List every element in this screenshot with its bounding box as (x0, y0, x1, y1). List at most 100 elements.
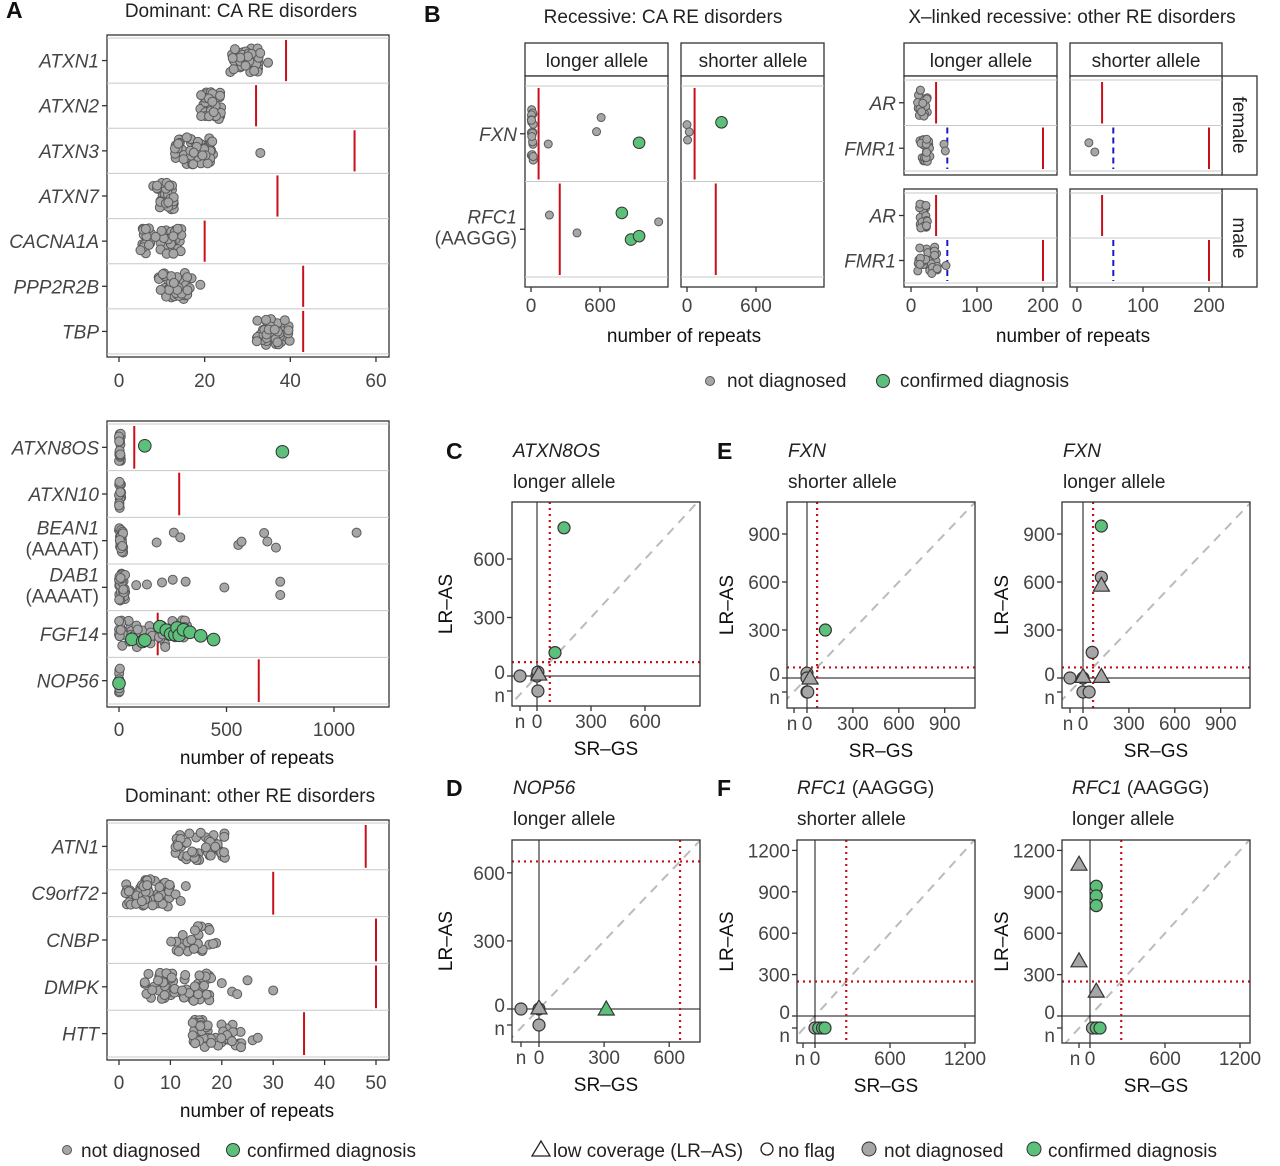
swarm-point (279, 315, 290, 326)
x-tick-label: 200 (1027, 296, 1059, 317)
x-tick-label: 20 (194, 371, 215, 392)
swarm-point (208, 107, 219, 118)
row-label: AR (869, 207, 897, 228)
swarm-point (114, 616, 125, 627)
point-not-diagnosed (195, 279, 206, 290)
y-tick-label: 900 (1023, 525, 1055, 546)
point-not-diagnosed (351, 527, 362, 538)
y-tick-label: n (769, 688, 780, 709)
y-tick-label: 300 (473, 932, 505, 953)
legend-confirmed-marker (876, 374, 890, 388)
row-label: C9orf72 (31, 884, 99, 905)
x-tick-label: 10 (160, 1073, 181, 1094)
scatter-title: NOP56 (513, 778, 576, 799)
scatter-title: RFC1 (AAGGG) (797, 778, 934, 799)
x-tick-label: 600 (883, 714, 915, 735)
swarm-point (205, 850, 216, 861)
swarm-point (204, 924, 215, 935)
legend-confirmed: confirmed diagnosis (1048, 1141, 1217, 1162)
swarm-point (140, 224, 151, 235)
x-tick-label: 300 (1113, 714, 1145, 735)
swarm-point (240, 60, 251, 71)
row-label: AR (869, 94, 897, 115)
point-not-diagnosed (1090, 147, 1100, 157)
swarm-point (155, 284, 166, 295)
swarm-point (200, 842, 211, 853)
x-tick-label: 300 (575, 712, 607, 733)
swarm-point (188, 147, 199, 158)
point-no-flag (1093, 1021, 1107, 1035)
legend-triangle-icon (530, 1139, 552, 1157)
swarm-point (227, 53, 238, 64)
point-low-coverage (1092, 575, 1111, 592)
row-label: BEAN1 (37, 519, 99, 540)
x-tick-label: 0 (802, 714, 813, 735)
point-no-flag (532, 1018, 546, 1032)
strip-label-shorter: shorter allele (699, 51, 808, 72)
swarm-point (201, 989, 212, 1000)
x-tick-label: 50 (365, 1073, 386, 1094)
swarm-point (180, 970, 191, 981)
point-confirmed (138, 438, 152, 453)
point-low-coverage (1073, 667, 1093, 684)
point-not-diagnosed (262, 536, 273, 547)
swarm-point (249, 65, 260, 76)
strip-shorter-recessive (680, 42, 825, 77)
row-sublabel: (AAAAT) (25, 586, 99, 607)
identity-line (512, 502, 699, 705)
row-label: FMR1 (844, 252, 896, 273)
plot-content (1062, 840, 1250, 1043)
swarm-point (189, 981, 200, 992)
point-no-flag (513, 669, 527, 683)
point-not-diagnosed (170, 889, 181, 900)
swarm-point (143, 968, 154, 979)
x-tick-label: 0 (534, 1048, 545, 1069)
motif: (AAGGG) (1122, 778, 1210, 799)
row-label: FGF14 (40, 625, 99, 646)
allele-subtitle: longer allele (1063, 472, 1165, 493)
x-tick-label: 0 (1078, 714, 1089, 735)
plot-content (512, 502, 700, 706)
swarm-point (272, 337, 283, 348)
panel-strip-1: ATXN8OSATXN10BEAN1(AAAAT)DAB1(AAAAT)FGF1… (11, 420, 390, 741)
swarm-point (147, 985, 158, 996)
swarm-point (153, 975, 164, 986)
x-tick-label: 600 (874, 1049, 906, 1070)
swarm-point (199, 980, 210, 991)
x-axis-title-b-xlinked: number of repeats (996, 326, 1150, 347)
panel-strip-8: 0 100 200 (1069, 188, 1225, 317)
swarm-point (215, 90, 226, 101)
point-not-diagnosed (572, 228, 582, 238)
point-not-diagnosed (259, 528, 270, 539)
motif: (AAGGG) (847, 778, 935, 799)
panel-strip-4: 0 600 (680, 75, 825, 317)
x-tick-label: 0 (1072, 296, 1083, 317)
point-not-diagnosed (167, 574, 178, 585)
point-not-diagnosed (255, 147, 266, 158)
plot-area (106, 34, 390, 358)
point-no-flag (1082, 685, 1096, 699)
y-tick-label: n (1044, 688, 1055, 709)
x-axis-title-a3: number of repeats (180, 1101, 334, 1122)
x-tick-label: 300 (588, 1048, 620, 1069)
allele-subtitle: shorter allele (797, 809, 906, 830)
y-tick-label: 0 (779, 1003, 790, 1024)
swarm-point (168, 277, 179, 288)
x-tick-label: 500 (211, 720, 243, 741)
allele-subtitle: longer allele (513, 472, 615, 493)
y-tick-label: 300 (1023, 966, 1055, 987)
y-tick-label: 0 (1044, 665, 1055, 686)
point-low-coverage (597, 999, 616, 1016)
row-label: RFC1 (467, 207, 517, 228)
swarm-point (143, 239, 154, 250)
row-label: CACNA1A (9, 232, 99, 253)
plot-area (1062, 502, 1250, 708)
row-label: FMR1 (844, 139, 896, 160)
gene-name: RFC1 (1072, 778, 1122, 799)
swarm-point (114, 500, 125, 511)
swarm-point (173, 138, 184, 149)
row-label: ATXN2 (38, 97, 99, 118)
y-tick-label: 300 (748, 621, 780, 642)
